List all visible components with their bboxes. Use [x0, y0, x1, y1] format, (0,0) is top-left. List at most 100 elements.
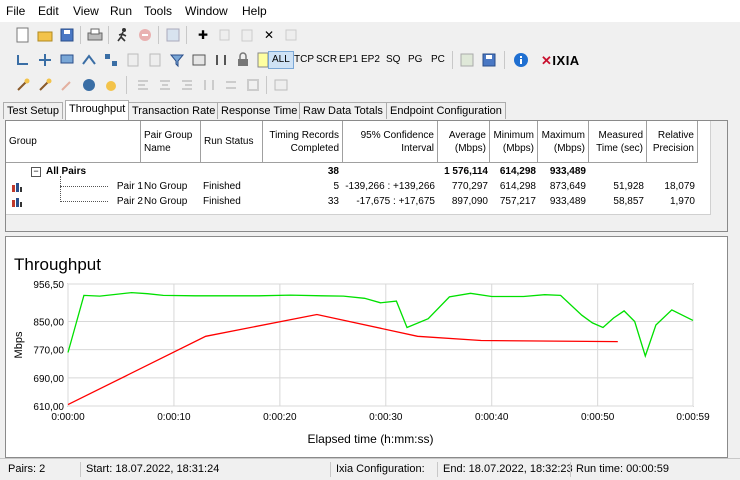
refresh-icon: [164, 26, 182, 44]
remove-icon: [58, 76, 76, 94]
status-runtime: Run time: 00:00:59: [570, 462, 669, 477]
confidence-interval: -17,675 : +17,675: [356, 196, 435, 207]
tab-transaction-rate[interactable]: Transaction Rate: [128, 102, 220, 119]
all-pairs-maximum: 933,489: [549, 166, 586, 177]
lock-icon[interactable]: [234, 51, 252, 69]
endpoint-icon[interactable]: [80, 51, 98, 69]
maximum: 873,649: [549, 181, 586, 192]
stop-icon: [136, 26, 154, 44]
x-axis-label: Elapsed time (h:mm:ss): [307, 432, 433, 446]
menu-help[interactable]: Help: [242, 4, 267, 18]
pair-name: Pair 1: [116, 181, 143, 192]
distribute-icon: [200, 76, 218, 94]
maximum: 933,489: [549, 196, 586, 207]
delete-icon: ✕: [263, 28, 275, 42]
sort-icon[interactable]: [212, 51, 230, 69]
col-confidence-interval[interactable]: 95% Confidence Interval: [343, 121, 438, 163]
results-tabs: Test Setup Throughput Transaction Rate R…: [0, 100, 740, 120]
y-tick-label: 610,00: [33, 402, 64, 413]
menu-window[interactable]: Window: [185, 4, 228, 18]
hand-icon[interactable]: [102, 76, 120, 94]
average: 897,090: [451, 196, 488, 207]
run-status: Finished: [203, 196, 241, 207]
copy-icon: [216, 26, 234, 44]
info-icon[interactable]: [512, 51, 530, 69]
filter-pg-button[interactable]: PG: [408, 54, 423, 65]
measured-time: 51,928: [613, 181, 644, 192]
filter-pc-button[interactable]: PC: [431, 54, 445, 65]
pairs-toolbar: ALL TCP SCR EP1 EP2 SQ PG PC ✕IXIA: [0, 48, 740, 72]
tab-throughput[interactable]: Throughput: [65, 100, 130, 120]
col-timing-records[interactable]: Timing Records Completed: [263, 121, 343, 163]
run-icon[interactable]: [114, 26, 132, 44]
menu-tools[interactable]: Tools: [144, 4, 173, 18]
plot-area: [67, 283, 694, 407]
report-icon: [272, 76, 290, 94]
network-icon[interactable]: [58, 51, 76, 69]
col-pair-group-name[interactable]: Pair Group Name: [141, 121, 201, 163]
compare-icon[interactable]: [36, 76, 54, 94]
menu-run[interactable]: Run: [110, 4, 133, 18]
col-minimum[interactable]: Minimum (Mbps): [490, 121, 538, 163]
col-run-status[interactable]: Run Status: [201, 121, 263, 163]
col-group[interactable]: Group: [6, 121, 141, 163]
x-tick-label: 0:00:40: [475, 412, 509, 423]
grid-vertical-scrollbar[interactable]: [710, 121, 727, 231]
x-tick-label: 0:00:30: [369, 412, 403, 423]
analysis-toolbar: [0, 73, 740, 97]
throughput-chart: Throughput 0:00:00 0:00:10 0:00:20 0:00:30 0:…: [13, 255, 710, 446]
filter-scr-button[interactable]: SCR: [316, 54, 338, 65]
filter-ep1-button[interactable]: EP1: [339, 54, 358, 65]
filter-tcp-button[interactable]: TCP: [294, 54, 314, 65]
save-results-icon[interactable]: [480, 51, 498, 69]
multicast-icon[interactable]: [36, 51, 54, 69]
properties-icon: [282, 26, 300, 44]
script-icon: [124, 51, 142, 69]
open-folder-icon[interactable]: [36, 26, 54, 44]
measured-time: 58,857: [613, 196, 644, 207]
results-grid: Group Pair Group Name Run Status Timing …: [5, 120, 728, 232]
y-axis-label: Mbps: [13, 331, 25, 358]
pair-icon[interactable]: [14, 51, 32, 69]
col-measured-time[interactable]: Measured Time (sec): [589, 121, 647, 163]
tab-raw-data-totals[interactable]: Raw Data Totals: [299, 102, 387, 119]
x-tick-label: 0:00:59: [676, 412, 710, 423]
minimum: 614,298: [499, 181, 536, 192]
status-pairs: Pairs: 2: [8, 463, 46, 475]
y-tick-label: 956,50: [33, 280, 64, 291]
grid-horizontal-scrollbar[interactable]: [6, 214, 711, 231]
collapse-toggle[interactable]: −: [31, 167, 41, 177]
all-pairs-average: 1 576,114: [444, 166, 488, 177]
average: 770,297: [451, 181, 488, 192]
tab-response-time[interactable]: Response Time: [217, 102, 302, 119]
ixia-logo: ✕IXIA: [541, 53, 580, 68]
col-average[interactable]: Average (Mbps): [438, 121, 490, 163]
paste-icon: [238, 26, 256, 44]
relative-precision: 18,079: [664, 181, 695, 192]
align-center-icon: [156, 76, 174, 94]
timing-records: 5: [333, 181, 339, 192]
filter-ep2-button[interactable]: EP2: [361, 54, 380, 65]
menu-file[interactable]: File: [6, 4, 26, 18]
print-icon[interactable]: [86, 26, 104, 44]
all-pairs-label: All Pairs: [46, 166, 87, 177]
tab-endpoint-configuration[interactable]: Endpoint Configuration: [386, 102, 506, 119]
tab-test-setup[interactable]: Test Setup: [3, 102, 63, 119]
col-maximum[interactable]: Maximum (Mbps): [538, 121, 589, 163]
series-line-2: [67, 291, 694, 359]
minimum: 757,217: [499, 196, 536, 207]
group-icon[interactable]: [102, 51, 120, 69]
save-icon[interactable]: [58, 26, 76, 44]
wizard-icon[interactable]: [14, 76, 32, 94]
options-icon[interactable]: [190, 51, 208, 69]
filter-sq-button[interactable]: SQ: [386, 54, 401, 65]
traffic-icon[interactable]: [80, 76, 98, 94]
series-line-1: [67, 313, 618, 406]
expand-icon: [244, 76, 262, 94]
filter-icon[interactable]: [168, 51, 186, 69]
menu-edit[interactable]: Edit: [38, 4, 59, 18]
new-file-icon[interactable]: [14, 26, 32, 44]
menu-view[interactable]: View: [73, 4, 99, 18]
col-relative-precision[interactable]: Relative Precision: [647, 121, 698, 163]
filter-all-button[interactable]: ALL: [268, 51, 294, 69]
